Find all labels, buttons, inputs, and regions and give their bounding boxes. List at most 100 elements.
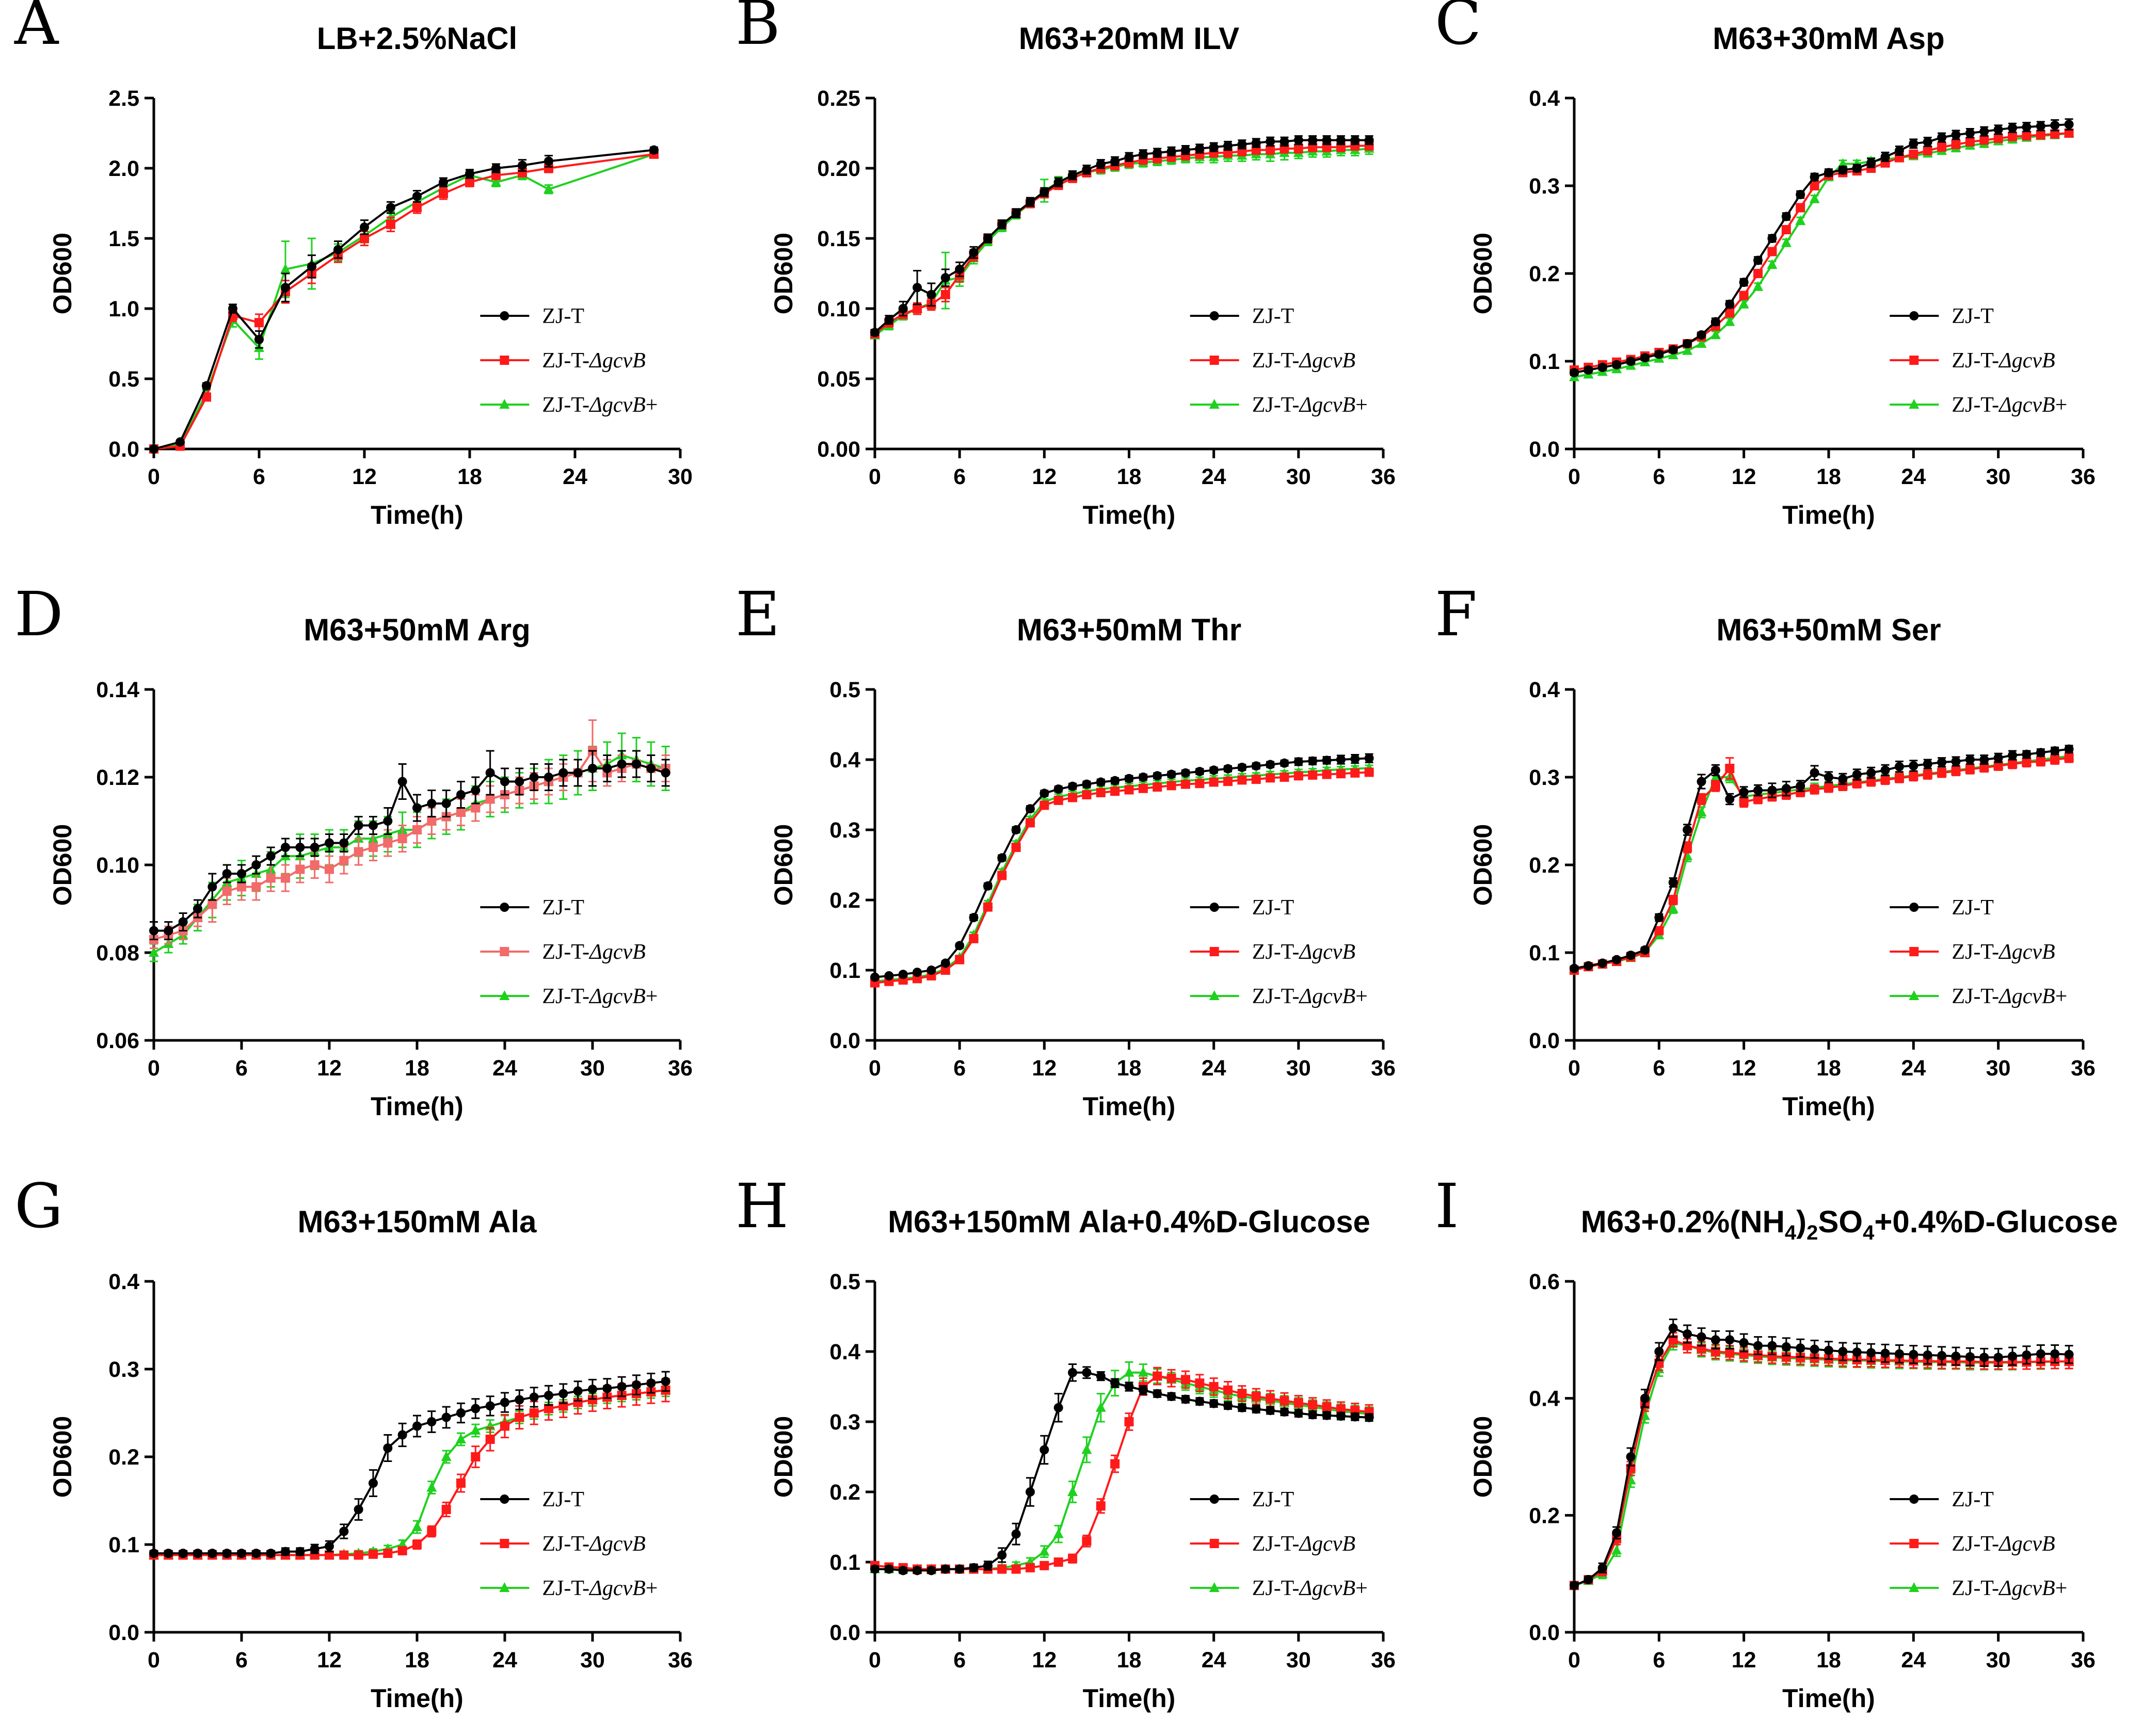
- legend-marker: [1209, 1539, 1219, 1548]
- data-point: [1979, 126, 1989, 136]
- data-point: [646, 764, 656, 773]
- data-point: [207, 1549, 217, 1558]
- data-point: [1082, 165, 1092, 174]
- data-point: [1611, 1545, 1622, 1555]
- data-point: [427, 799, 437, 808]
- data-point: [969, 913, 979, 922]
- data-point: [588, 1385, 597, 1394]
- data-point: [544, 156, 553, 166]
- data-point: [251, 882, 261, 892]
- data-point: [1025, 1563, 1035, 1572]
- x-tick-label: 0: [148, 1056, 160, 1081]
- x-tick-label: 30: [1986, 1056, 2011, 1081]
- data-point: [2022, 758, 2032, 767]
- y-tick-label: 0.4: [829, 748, 860, 773]
- data-point: [325, 838, 334, 848]
- data-point: [412, 825, 422, 834]
- data-point: [1993, 761, 2003, 770]
- data-point: [1082, 1368, 1092, 1377]
- data-point: [1739, 787, 1749, 797]
- x-axis-label: Time(h): [1083, 1684, 1176, 1713]
- data-point: [1923, 137, 1932, 147]
- data-point: [465, 178, 474, 187]
- data-point: [1364, 135, 1374, 145]
- x-tick-label: 30: [1986, 1648, 2011, 1673]
- x-tick-label: 24: [1901, 1648, 1926, 1673]
- legend-label: ZJ-T-ΔgcvB+: [542, 1577, 658, 1600]
- data-point: [1336, 1411, 1346, 1421]
- legend-label-suffix: +: [2055, 393, 2068, 417]
- data-point: [1153, 771, 1162, 781]
- data-point: [339, 1550, 349, 1560]
- data-point: [310, 1544, 319, 1554]
- data-point: [369, 1478, 378, 1488]
- data-point: [997, 1550, 1007, 1560]
- legend-label-prefix: ZJ-T-: [1252, 393, 1300, 417]
- x-tick-label: 30: [668, 464, 693, 489]
- data-point: [1923, 1350, 1932, 1360]
- data-point: [266, 851, 276, 861]
- data-point: [193, 1549, 202, 1558]
- data-point: [1081, 1444, 1092, 1454]
- data-point: [207, 882, 217, 892]
- legend-label: ZJ-T-ΔgcvB+: [1952, 393, 2067, 417]
- legend-label-gene: ΔgcvB: [1998, 985, 2055, 1008]
- data-point: [412, 1521, 422, 1531]
- legend-label: ZJ-T-ΔgcvB: [1252, 940, 1355, 964]
- legend-label: ZJ-T-ΔgcvB+: [1252, 985, 1368, 1008]
- data-point: [1166, 147, 1176, 156]
- data-point: [544, 164, 553, 173]
- y-tick-label: 0.2: [1529, 1503, 1560, 1528]
- data-point: [1223, 1385, 1233, 1395]
- legend-marker: [500, 1494, 509, 1504]
- x-tick-label: 12: [1032, 1056, 1057, 1081]
- x-tick-label: 0: [1568, 1056, 1580, 1081]
- x-tick-label: 24: [1202, 1648, 1226, 1673]
- data-point: [1909, 149, 1918, 159]
- legend-label: ZJ-T-ΔgcvB: [1252, 1532, 1355, 1556]
- data-point: [1025, 1487, 1035, 1497]
- legend-marker: [500, 903, 509, 912]
- data-point: [485, 1401, 495, 1411]
- data-point: [1781, 784, 1791, 794]
- data-point: [228, 304, 237, 313]
- data-point: [1738, 298, 1749, 309]
- data-point: [1584, 365, 1593, 375]
- chart-title: M63+0.2%(NH4)2SO4+0.4%D-Glucose: [1581, 1204, 2118, 1244]
- y-tick-label: 2.5: [108, 86, 139, 111]
- data-point: [898, 970, 908, 979]
- data-point: [1965, 128, 1975, 138]
- y-tick-label: 0.1: [108, 1533, 139, 1557]
- y-tick-label: 0.0: [829, 1620, 860, 1645]
- x-tick-label: 24: [492, 1648, 517, 1673]
- data-point: [193, 904, 202, 913]
- data-point: [1796, 781, 1805, 791]
- x-axis-label: Time(h): [1083, 501, 1176, 529]
- data-point: [661, 768, 670, 778]
- legend-marker: [1909, 1582, 1920, 1592]
- legend-label-prefix: ZJ-T-: [542, 1577, 589, 1600]
- x-tick-label: 6: [235, 1648, 248, 1673]
- x-tick-label: 18: [457, 464, 482, 489]
- data-point: [632, 759, 641, 769]
- x-tick-label: 6: [1653, 1056, 1665, 1081]
- data-point: [1739, 291, 1749, 300]
- data-point: [1796, 203, 1805, 213]
- data-point: [427, 816, 437, 826]
- data-point: [1951, 130, 1961, 140]
- legend-marker: [1209, 311, 1219, 320]
- legend-label-prefix: ZJ-T: [1252, 1488, 1294, 1512]
- data-point: [870, 972, 879, 982]
- data-point: [1350, 768, 1360, 778]
- data-point: [1965, 755, 1975, 764]
- data-point: [441, 1412, 451, 1422]
- y-tick-label: 0.0: [1529, 1620, 1560, 1645]
- data-point: [1138, 783, 1148, 793]
- legend-marker: [500, 947, 509, 956]
- data-point: [1894, 773, 1904, 783]
- data-point: [354, 821, 363, 830]
- data-point: [1979, 763, 1989, 773]
- y-tick-label: 0.5: [829, 1269, 860, 1294]
